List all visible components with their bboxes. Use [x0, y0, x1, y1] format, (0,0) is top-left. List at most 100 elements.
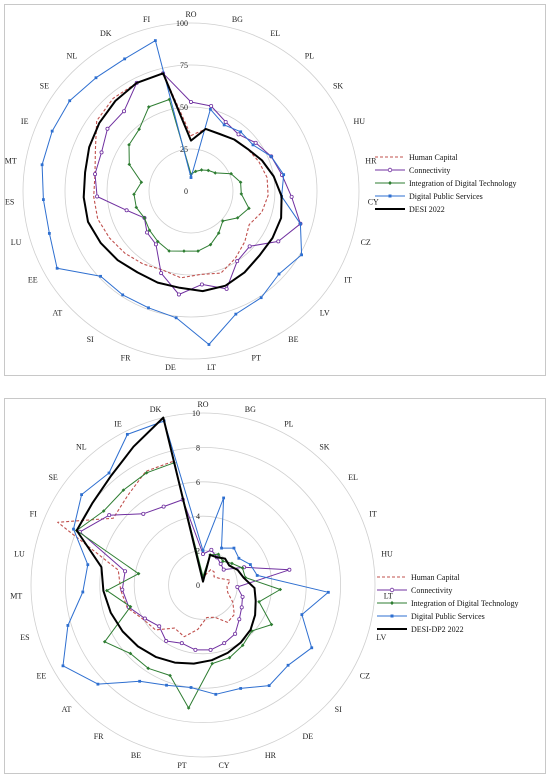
data-point [188, 99, 193, 104]
data-point [255, 574, 259, 577]
data-point [125, 432, 129, 436]
data-point [134, 205, 139, 210]
data-point [72, 527, 75, 531]
data-point [50, 129, 54, 133]
category-label: PL [305, 51, 314, 60]
category-label: LV [376, 633, 386, 642]
data-point [235, 259, 240, 264]
radial-tick-label: 0 [184, 187, 188, 196]
data-point [136, 571, 141, 576]
category-label: SK [333, 81, 343, 90]
data-point [196, 249, 200, 253]
legend-marker [389, 587, 395, 593]
data-point [167, 249, 171, 253]
category-label: IE [114, 419, 122, 428]
data-point [137, 127, 141, 132]
category-label: EL [348, 473, 358, 482]
radial-tick-label: 4 [196, 512, 200, 521]
data-point [157, 624, 162, 629]
legend-label: Integration of Digital Technology [411, 599, 519, 608]
data-point [235, 585, 240, 590]
data-point [216, 231, 221, 235]
category-label: BE [131, 751, 141, 760]
data-point [121, 293, 125, 297]
series-group [93, 71, 303, 297]
data-point [237, 617, 242, 622]
data-point [105, 588, 109, 593]
series-group [75, 416, 257, 665]
data-point [208, 647, 213, 652]
data-point [93, 172, 98, 177]
category-label: CY [368, 197, 379, 206]
data-point [251, 143, 255, 147]
category-label: FI [30, 509, 37, 518]
data-point [199, 168, 204, 172]
data-point [310, 646, 314, 650]
radial-tick-label: 6 [196, 478, 200, 487]
data-point [218, 561, 223, 566]
category-label: AT [52, 308, 62, 317]
data-point [240, 643, 245, 648]
data-point [189, 176, 193, 179]
data-point [269, 154, 273, 158]
data-point [193, 169, 198, 174]
data-point [220, 219, 225, 223]
category-label: SE [40, 81, 49, 90]
category-label: FI [143, 15, 150, 24]
category-label: PT [252, 353, 261, 362]
category-label: PT [177, 761, 186, 770]
category-label: CZ [360, 672, 370, 681]
data-point [239, 605, 244, 610]
data-point [257, 599, 261, 604]
grid-ring [64, 64, 318, 318]
data-point [142, 616, 147, 621]
data-point [213, 171, 218, 175]
category-label: IE [21, 117, 29, 126]
data-point [164, 639, 169, 644]
grid-ring [64, 446, 342, 724]
series-line [94, 72, 301, 295]
data-point [286, 663, 290, 667]
data-point [234, 312, 238, 316]
data-point [124, 208, 129, 213]
legend-label: Connectivity [411, 586, 452, 595]
category-label: IT [369, 509, 377, 518]
data-point [141, 511, 146, 516]
data-point [278, 587, 283, 592]
radar-chart-desi-2022: 0 25 50 75 100 RO BG EL PL SK HU HR CY CZ IT LV BE PT LT DE… [4, 4, 546, 376]
data-point [61, 664, 65, 668]
data-point [239, 687, 243, 690]
data-point [99, 150, 104, 155]
data-point [208, 242, 213, 247]
data-point [289, 194, 294, 199]
category-label: IT [344, 276, 352, 285]
category-label: BG [245, 405, 256, 414]
data-point [144, 470, 149, 475]
data-point [300, 253, 303, 257]
data-point [236, 132, 241, 137]
data-point [243, 575, 248, 580]
data-point [300, 613, 304, 616]
data-point [287, 567, 292, 572]
data-point [282, 173, 286, 177]
data-point [68, 99, 72, 103]
category-label: EE [28, 276, 38, 285]
data-point [155, 239, 160, 244]
data-point [235, 216, 240, 220]
data-point [94, 76, 98, 80]
data-point [66, 624, 70, 627]
legend-label: Digital Public Services [409, 192, 483, 201]
data-point [240, 566, 245, 570]
data-point [248, 563, 252, 566]
data-point [42, 198, 45, 201]
category-label: EE [36, 672, 46, 681]
category-label: FR [94, 732, 104, 741]
grid-ring [148, 148, 234, 234]
data-point [259, 296, 263, 300]
data-point [222, 496, 226, 500]
radial-tick-label: 8 [196, 443, 200, 452]
category-label: ES [5, 197, 14, 206]
category-label: HR [365, 156, 377, 165]
legend-marker [387, 167, 393, 173]
